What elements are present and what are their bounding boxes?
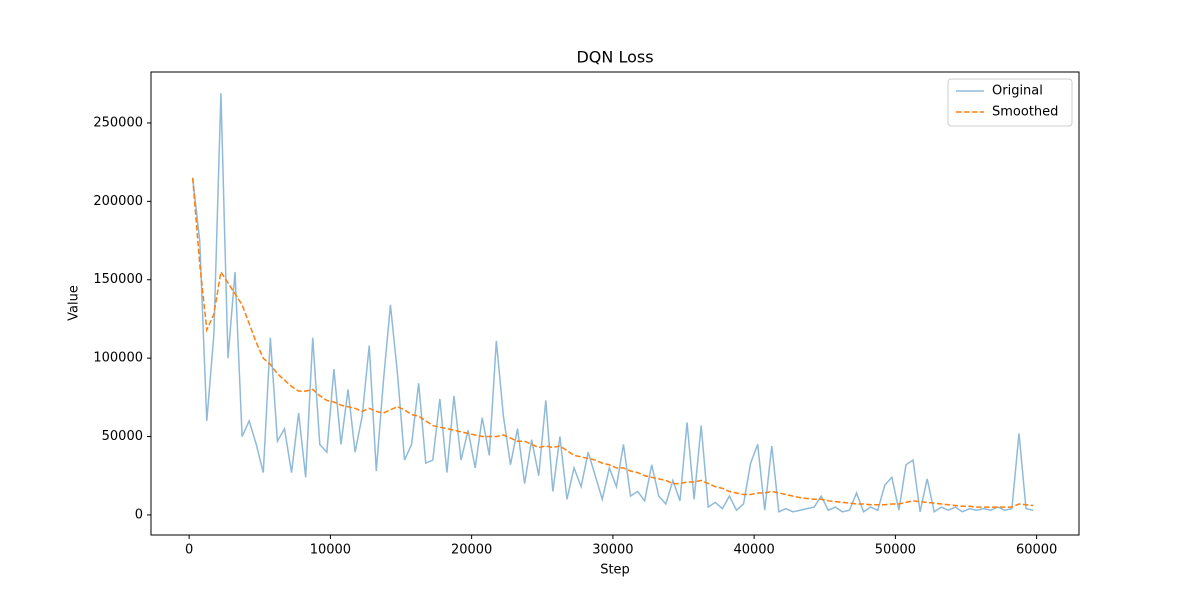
data-line <box>191 93 1034 514</box>
y-axis-label: Value <box>67 285 82 321</box>
y-tick-label: 250000 <box>93 115 143 130</box>
y-tick-label: 150000 <box>93 272 143 287</box>
x-tick-label: 10000 <box>310 543 351 558</box>
chart-title: DQN Loss <box>576 48 653 67</box>
y-tick-label: 0 <box>135 507 143 522</box>
x-tick-label: 0 <box>185 543 193 558</box>
x-axis-label: Step <box>600 563 630 578</box>
y-tick-label: 200000 <box>93 194 143 209</box>
x-tick-label: 20000 <box>451 543 492 558</box>
x-tick-label: 40000 <box>733 543 774 558</box>
x-tick-label: 50000 <box>875 543 916 558</box>
data-line <box>191 177 1034 508</box>
plot-frame <box>150 71 1080 536</box>
x-tick-label: 30000 <box>592 543 633 558</box>
legend-label: Original <box>992 84 1043 99</box>
y-tick-label: 50000 <box>102 429 143 444</box>
y-tick-label: 100000 <box>93 351 143 366</box>
legend-label: Smoothed <box>992 105 1058 120</box>
x-tick-label: 60000 <box>1016 543 1057 558</box>
